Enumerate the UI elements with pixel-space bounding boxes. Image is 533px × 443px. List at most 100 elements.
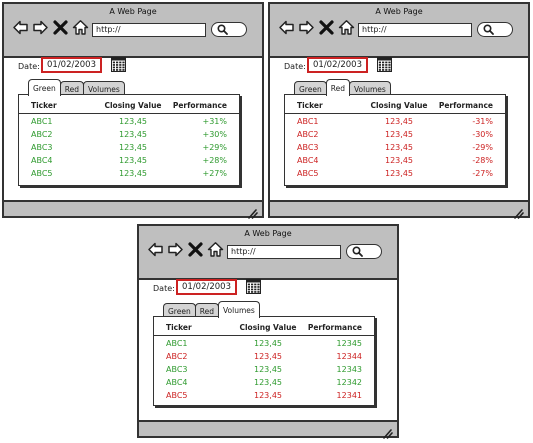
browser-window: A Web Page http:// Date: 01/02/2003 Green Red… [268,2,530,219]
table-row: ABC4 123,45 +28% [19,156,239,168]
ticker-cell: ABC5 [297,169,319,178]
closing-value-cell: 123,45 [119,143,147,152]
closing-value-cell: 123,45 [385,156,413,165]
date-label: Date: [18,62,40,71]
window-title: A Web Page [244,229,292,238]
closing-value-cell: 123,45 [119,130,147,139]
stock-table: Ticker Closing Value Performance ABC1 123,45… [284,94,506,186]
forward-arrow-icon[interactable] [32,19,49,36]
resize-grip-icon[interactable] [512,204,524,219]
browser-titlebar: A Web Page http:// [139,226,397,280]
calendar-icon[interactable] [377,57,392,72]
closing-value-cell: 123,45 [254,391,282,400]
resize-grip-icon[interactable] [381,424,393,439]
browser-titlebar: A Web Page http:// [270,4,528,58]
performance-cell: +31% [202,117,227,126]
ticker-cell: ABC4 [31,156,53,165]
calendar-icon[interactable] [246,279,261,294]
nav-buttons [12,19,89,36]
table-row: ABC2 123,45 -30% [285,130,505,142]
column-header: Performance [307,323,362,332]
closing-value-cell: 123,45 [254,378,282,387]
resize-grip-icon[interactable] [246,204,258,219]
date-input[interactable]: 01/02/2003 [41,57,102,73]
ticker-cell: ABC1 [166,339,188,348]
performance-cell: 12343 [336,365,362,374]
performance-cell: -30% [472,130,493,139]
performance-cell: -28% [472,156,493,165]
date-input[interactable]: 01/02/2003 [176,279,237,295]
calendar-icon[interactable] [111,57,126,72]
column-header: Closing Value [239,323,297,332]
ticker-cell: ABC1 [31,117,53,126]
table-header: Ticker Closing Value Performance [154,323,374,336]
nav-buttons [278,19,355,36]
search-field[interactable] [346,244,382,259]
table-row: ABC5 123,45 -27% [285,169,505,181]
ticker-cell: ABC4 [166,378,188,387]
forward-arrow-icon[interactable] [298,19,315,36]
close-icon[interactable] [187,241,204,258]
tab-green[interactable]: Green [28,79,61,96]
tab-strip: Green Red Volumes [163,301,260,318]
nav-buttons [147,241,224,258]
performance-cell: 12345 [336,339,362,348]
closing-value-cell: 123,45 [385,130,413,139]
table-header: Ticker Closing Value Performance [19,101,239,114]
performance-cell: +27% [202,169,227,178]
closing-value-cell: 123,45 [119,169,147,178]
back-arrow-icon[interactable] [12,19,29,36]
back-arrow-icon[interactable] [278,19,295,36]
window-title: A Web Page [109,7,157,16]
closing-value-cell: 123,45 [119,156,147,165]
search-field[interactable] [211,22,247,37]
back-arrow-icon[interactable] [147,241,164,258]
close-icon[interactable] [318,19,335,36]
closing-value-cell: 123,45 [119,117,147,126]
url-bar[interactable]: http:// [358,23,472,37]
search-field[interactable] [477,22,513,37]
performance-cell: +29% [202,143,227,152]
status-bar [270,200,528,219]
table-header: Ticker Closing Value Performance [285,101,505,114]
table-row: ABC3 123,45 -29% [285,143,505,155]
table-row: ABC3 123,45 12343 [154,365,374,377]
date-label: Date: [284,62,306,71]
date-input[interactable]: 01/02/2003 [307,57,368,73]
closing-value-cell: 123,45 [254,365,282,374]
browser-window: A Web Page http:// Date: 01/02/2003 Green Red… [137,224,399,439]
tab-volumes[interactable]: Volumes [217,301,260,318]
tab-volumes[interactable]: Volumes [82,81,125,96]
performance-cell: -29% [472,143,493,152]
column-header: Ticker [297,101,323,110]
browser-window: A Web Page http:// Date: 01/02/2003 Green Red… [2,2,264,219]
url-bar[interactable]: http:// [92,23,206,37]
tab-red[interactable]: Red [325,79,350,96]
close-icon[interactable] [52,19,69,36]
date-label: Date: [153,284,175,293]
ticker-cell: ABC3 [166,365,188,374]
url-bar[interactable]: http:// [227,245,341,259]
table-row: ABC4 123,45 -28% [285,156,505,168]
table-row: ABC2 123,45 +30% [19,130,239,142]
forward-arrow-icon[interactable] [167,241,184,258]
table-row: ABC1 123,45 +31% [19,117,239,129]
home-icon[interactable] [338,19,355,36]
home-icon[interactable] [207,241,224,258]
table-row: ABC1 123,45 -31% [285,117,505,129]
ticker-cell: ABC3 [297,143,319,152]
ticker-cell: ABC5 [166,391,188,400]
stock-table: Ticker Closing Value Performance ABC1 123,45… [153,316,375,406]
stock-table: Ticker Closing Value Performance ABC1 123,45… [18,94,240,186]
home-icon[interactable] [72,19,89,36]
table-row: ABC5 123,45 +27% [19,169,239,181]
column-header: Ticker [31,101,57,110]
column-header: Closing Value [370,101,428,110]
performance-cell: -27% [472,169,493,178]
window-title: A Web Page [375,7,423,16]
ticker-cell: ABC2 [297,130,319,139]
tab-strip: Green Red Volumes [28,79,125,96]
ticker-cell: ABC4 [297,156,319,165]
status-bar [139,420,397,439]
table-row: ABC3 123,45 +29% [19,143,239,155]
